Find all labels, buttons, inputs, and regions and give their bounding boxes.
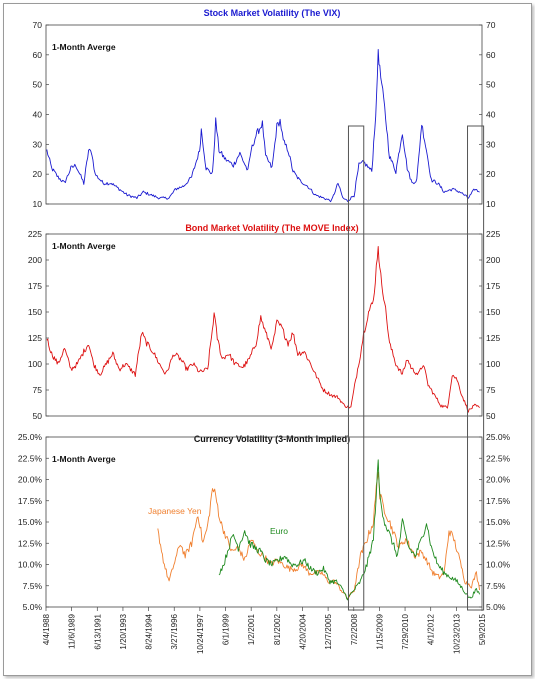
move-annotation: 1-Month Averge [52, 241, 116, 251]
y-tick-label-left: 17.5% [18, 496, 43, 506]
legend-label-yen: Japanese Yen [148, 506, 202, 516]
x-tick-label: 10/24/1997 [196, 613, 205, 654]
y-tick-label-right: 10.0% [486, 560, 511, 570]
y-tick-label-right: 75 [486, 385, 496, 395]
y-tick-label-right: 175 [486, 281, 500, 291]
y-tick-label-right: 200 [486, 255, 500, 265]
x-tick-label: 1/2/2001 [247, 613, 256, 645]
y-tick-label-right: 5.0% [486, 602, 506, 612]
y-tick-label-left: 22.5% [18, 453, 43, 463]
currency-chart-title: Currency Volatility (3-Month Implied) [194, 434, 350, 444]
x-tick-label: 6/1/1999 [222, 613, 231, 645]
y-tick-label-right: 100 [486, 359, 500, 369]
x-tick-label: 4/4/1988 [42, 613, 51, 645]
yen-line [157, 471, 481, 600]
y-tick-label-right: 60 [486, 50, 496, 60]
x-tick-label: 8/1/2002 [273, 613, 282, 645]
x-tick-label: 7/2/2008 [350, 613, 359, 645]
y-tick-label-right: 15.0% [486, 517, 511, 527]
y-tick-label-left: 175 [28, 281, 42, 291]
vix-line [46, 49, 480, 203]
y-tick-label-left: 20.0% [18, 475, 43, 485]
y-tick-label-left: 12.5% [18, 538, 43, 548]
vix-chart-title: Stock Market Volatility (The VIX) [204, 8, 341, 18]
legend-label-euro: Euro [270, 526, 288, 536]
y-tick-label-right: 17.5% [486, 496, 511, 506]
highlight-box-2015 [467, 125, 485, 611]
y-tick-label-right: 7.5% [486, 581, 506, 591]
y-tick-label-left: 50 [33, 411, 43, 421]
y-tick-label-left: 70 [33, 20, 43, 30]
y-tick-label-left: 10.0% [18, 560, 43, 570]
y-tick-label-left: 7.5% [23, 581, 43, 591]
currency-annotation: 1-Month Averge [52, 454, 116, 464]
y-tick-label-left: 5.0% [23, 602, 43, 612]
y-tick-label-left: 15.0% [18, 517, 43, 527]
y-tick-label-right: 25.0% [486, 432, 511, 442]
y-tick-label-right: 225 [486, 229, 500, 239]
euro-line [218, 459, 481, 601]
x-tick-label: 7/29/2010 [401, 613, 410, 649]
move-chart-title: Bond Market Volatility (The MOVE Index) [185, 223, 358, 233]
x-tick-label: 4/20/2004 [298, 613, 307, 649]
y-tick-label-right: 22.5% [486, 453, 511, 463]
x-tick-label: 12/7/2005 [324, 613, 333, 649]
y-tick-label-left: 50 [33, 80, 43, 90]
y-tick-label-left: 10 [33, 199, 43, 209]
x-tick-label: 1/15/2009 [375, 613, 384, 649]
y-tick-label-right: 20.0% [486, 475, 511, 485]
y-tick-label-left: 60 [33, 50, 43, 60]
y-tick-label-right: 50 [486, 80, 496, 90]
x-tick-label: 10/23/2013 [452, 613, 461, 654]
y-tick-label-right: 20 [486, 169, 496, 179]
y-tick-label-right: 40 [486, 110, 496, 120]
x-tick-label: 3/27/1996 [170, 613, 179, 649]
y-tick-label-left: 225 [28, 229, 42, 239]
y-tick-label-left: 150 [28, 307, 42, 317]
y-tick-label-right: 10 [486, 199, 496, 209]
x-tick-label: 8/24/1994 [145, 613, 154, 649]
y-tick-label-right: 50 [486, 411, 496, 421]
vix-annotation: 1-Month Averge [52, 42, 116, 52]
y-tick-label-right: 125 [486, 333, 500, 343]
y-tick-label-left: 30 [33, 139, 43, 149]
highlight-box-2007 [347, 125, 365, 611]
y-tick-label-left: 20 [33, 169, 43, 179]
x-tick-label: 5/9/2015 [478, 613, 487, 645]
x-tick-label: 11/6/1989 [68, 613, 77, 649]
y-tick-label-left: 40 [33, 110, 43, 120]
y-tick-label-left: 200 [28, 255, 42, 265]
y-tick-label-left: 75 [33, 385, 43, 395]
move-line [46, 246, 480, 413]
x-tick-label: 4/1/2012 [427, 613, 436, 645]
y-tick-label-left: 125 [28, 333, 42, 343]
y-tick-label-left: 100 [28, 359, 42, 369]
x-tick-label: 6/13/1991 [93, 613, 102, 649]
plot-area-1 [45, 233, 483, 417]
y-tick-label-right: 150 [486, 307, 500, 317]
y-tick-label-right: 70 [486, 20, 496, 30]
y-tick-label-left: 25.0% [18, 432, 43, 442]
x-tick-label: 1/20/1993 [119, 613, 128, 649]
y-tick-label-right: 30 [486, 139, 496, 149]
y-tick-label-right: 12.5% [486, 538, 511, 548]
